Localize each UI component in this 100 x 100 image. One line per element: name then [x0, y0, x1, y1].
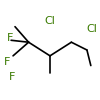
- Text: F: F: [7, 33, 13, 43]
- Text: Cl: Cl: [45, 16, 55, 26]
- Text: Cl: Cl: [86, 24, 97, 34]
- Text: F: F: [9, 72, 15, 82]
- Text: F: F: [4, 57, 10, 67]
